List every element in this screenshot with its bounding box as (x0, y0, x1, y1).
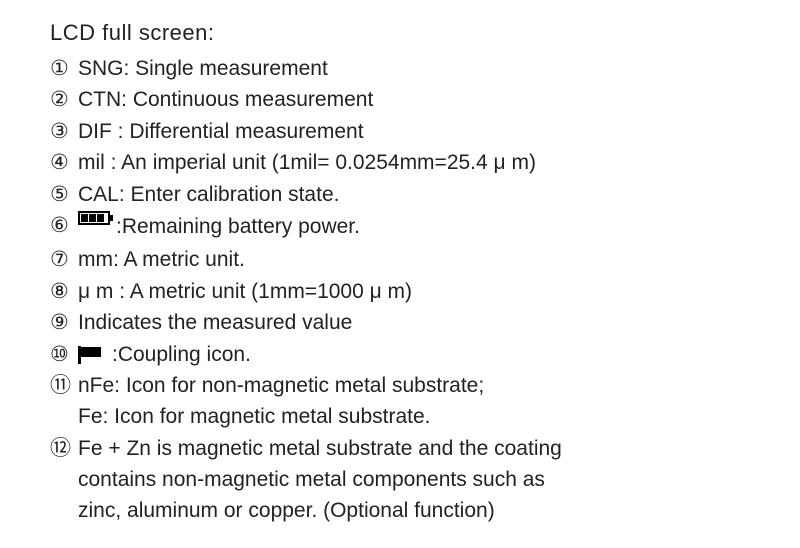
item-text: μ m : A metric unit (1mm=1000 μ m) (78, 280, 412, 303)
item-number: ⑤ (50, 180, 78, 209)
item-number: ⑦ (50, 245, 78, 274)
item-number: ⑨ (50, 308, 78, 337)
item-number: ⑩ (50, 340, 78, 369)
item-body: nFe: Icon for non-magnetic metal substra… (78, 371, 484, 400)
item-text: DIF : Differential measurement (78, 120, 364, 143)
item-number: ③ (50, 117, 78, 146)
list-item: ③DIF : Differential measurement (50, 117, 780, 146)
list-item: ⑤CAL: Enter calibration state. (50, 180, 780, 209)
item-body: DIF : Differential measurement (78, 117, 364, 146)
list-item: ①SNG: Single measurement (50, 54, 780, 83)
item-body: Indicates the measured value (78, 308, 352, 337)
list-item: ②CTN: Continuous measurement (50, 85, 780, 114)
item-body: SNG: Single measurement (78, 54, 328, 83)
item-text: :Remaining battery power. (116, 215, 360, 238)
item-number: ⑥ (50, 211, 78, 240)
item-text: nFe: Icon for non-magnetic metal substra… (78, 374, 484, 397)
item-number: ④ (50, 148, 78, 177)
item-text: mil : An imperial unit (1mil= 0.0254mm=2… (78, 151, 536, 174)
item-body: :Coupling icon. (78, 340, 251, 369)
item-text: SNG: Single measurement (78, 57, 328, 80)
item-body: Fe + Zn is magnetic metal substrate and … (78, 434, 562, 463)
item-text: mm: A metric unit. (78, 248, 245, 271)
item-text: :Coupling icon. (112, 343, 251, 366)
item-text: Fe + Zn is magnetic metal substrate and … (78, 437, 562, 460)
item-continuation: contains non-magnetic metal components s… (78, 465, 780, 494)
battery-icon (78, 211, 110, 243)
list-item: ⑥ :Remaining battery power. (50, 211, 780, 243)
list-item: ⑫Fe + Zn is magnetic metal substrate and… (50, 434, 780, 463)
list-item: ④mil : An imperial unit (1mil= 0.0254mm=… (50, 148, 780, 177)
item-number: ① (50, 54, 78, 83)
item-number: ⑪ (50, 371, 78, 400)
item-body: μ m : A metric unit (1mm=1000 μ m) (78, 277, 412, 306)
item-body: CTN: Continuous measurement (78, 85, 373, 114)
item-number: ⑫ (50, 434, 78, 463)
list-item: ⑩ :Coupling icon. (50, 340, 780, 369)
item-continuation: Fe: Icon for magnetic metal substrate. (78, 402, 780, 431)
item-continuation: zinc, aluminum or copper. (Optional func… (78, 496, 780, 525)
item-body: mm: A metric unit. (78, 245, 245, 274)
coupling-icon (78, 347, 106, 363)
item-body: mil : An imperial unit (1mil= 0.0254mm=2… (78, 148, 536, 177)
item-text: CAL: Enter calibration state. (78, 183, 339, 206)
item-body: :Remaining battery power. (78, 211, 360, 243)
item-text: Indicates the measured value (78, 311, 352, 334)
page-title: LCD full screen: (50, 20, 780, 46)
item-number: ⑧ (50, 277, 78, 306)
list-item: ⑧μ m : A metric unit (1mm=1000 μ m) (50, 277, 780, 306)
list-item: ⑨Indicates the measured value (50, 308, 780, 337)
item-text: CTN: Continuous measurement (78, 88, 373, 111)
list-item: ⑪nFe: Icon for non-magnetic metal substr… (50, 371, 780, 400)
list-item: ⑦mm: A metric unit. (50, 245, 780, 274)
definition-list: ①SNG: Single measurement②CTN: Continuous… (50, 54, 780, 526)
item-body: CAL: Enter calibration state. (78, 180, 339, 209)
item-number: ② (50, 85, 78, 114)
page: LCD full screen: ①SNG: Single measuremen… (0, 0, 800, 548)
